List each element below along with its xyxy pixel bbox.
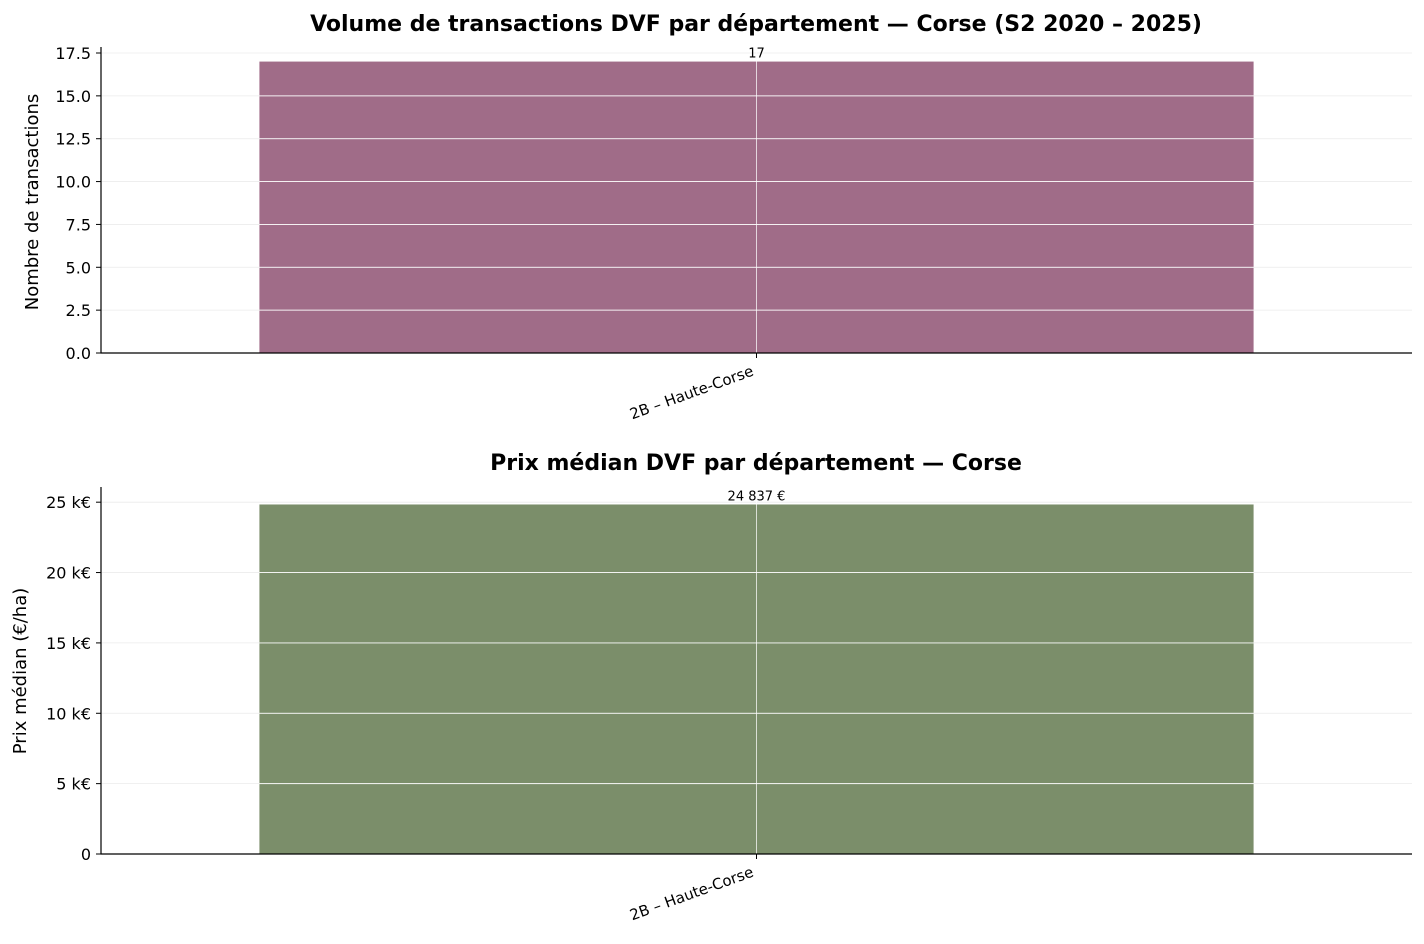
- x-tick-label: 2B – Haute-Corse: [627, 362, 756, 423]
- y-tick-label: 2.5: [66, 301, 91, 320]
- y-tick-label: 15.0: [55, 87, 91, 106]
- y-tick-label: 0.0: [66, 344, 91, 363]
- y-tick-label: 7.5: [66, 215, 91, 234]
- y-tick-label: 25 k€: [46, 493, 91, 512]
- y-tick-label: 5 k€: [56, 775, 91, 794]
- y-tick-label: 10 k€: [46, 704, 91, 723]
- y-tick-label: 20 k€: [46, 564, 91, 583]
- y-tick-label: 10.0: [55, 173, 91, 192]
- data-label: 24 837 €: [728, 489, 786, 504]
- chart-title: Prix médian DVF par département — Corse: [490, 451, 1022, 476]
- chart-volume-transactions: Volume de transactions DVF par départeme…: [22, 12, 1412, 423]
- chart-title: Volume de transactions DVF par départeme…: [310, 12, 1202, 37]
- y-tick-label: 0: [81, 845, 91, 864]
- chart-prix-median: Prix médian DVF par département — Corse …: [10, 451, 1412, 924]
- y-axis-label: Prix médian (€/ha): [10, 588, 31, 755]
- x-tick-label: 2B – Haute-Corse: [627, 863, 756, 924]
- y-tick-label: 17.5: [55, 44, 91, 63]
- plot-area: 0.0 2.5 5.0 7.5 10.0 12.5 15.0 17.5 2B – Haute-C…: [55, 44, 1412, 423]
- y-tick-label: 15 k€: [46, 634, 91, 653]
- y-tick-label: 12.5: [55, 130, 91, 149]
- y-tick-label: 5.0: [66, 258, 91, 277]
- data-label: 17: [748, 47, 765, 62]
- plot-area: 0 5 k€ 10 k€ 15 k€ 20 k€ 25 k€ 2B – Haute-Cors…: [46, 487, 1412, 924]
- y-axis-label: Nombre de transactions: [22, 94, 43, 311]
